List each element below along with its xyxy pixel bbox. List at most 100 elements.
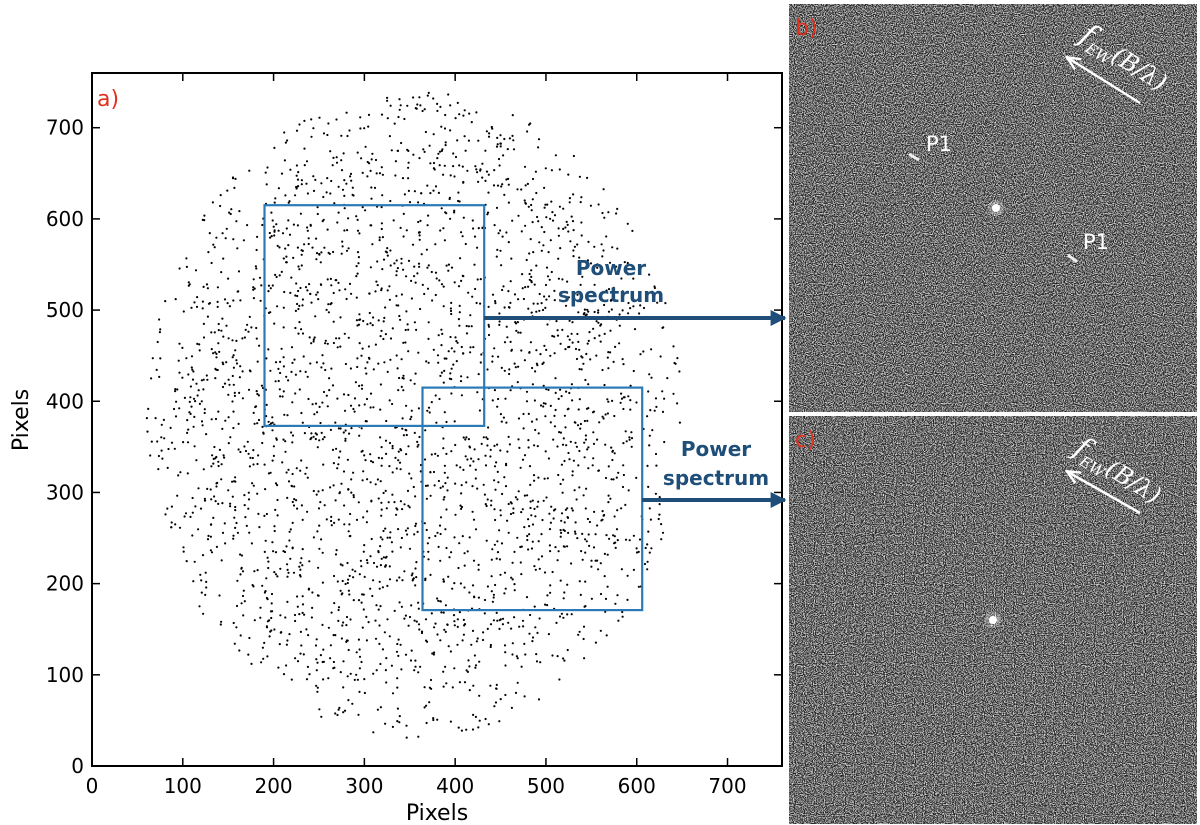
scatter-point xyxy=(220,559,223,562)
scatter-point xyxy=(347,393,350,397)
scatter-point xyxy=(192,370,195,373)
x-tick-label: 700 xyxy=(708,774,746,798)
scatter-point xyxy=(300,179,303,182)
scatter-point xyxy=(473,595,476,598)
scatter-point xyxy=(341,624,344,627)
scatter-point xyxy=(612,534,615,537)
scatter-point xyxy=(370,499,373,502)
scatter-point xyxy=(285,545,288,548)
scatter-point xyxy=(498,720,501,723)
scatter-point xyxy=(623,261,626,264)
scatter-point xyxy=(617,471,620,474)
scatter-point xyxy=(450,450,453,453)
scatter-point xyxy=(404,614,407,617)
scatter-point xyxy=(467,659,470,662)
scatter-point xyxy=(540,302,543,305)
y-tick-label: 500 xyxy=(46,298,84,322)
scatter-point xyxy=(504,587,507,590)
annotation-1-line1: Power xyxy=(576,256,646,280)
scatter-point xyxy=(403,617,406,620)
scatter-point xyxy=(305,628,308,631)
scatter-point xyxy=(201,424,204,427)
scatter-point xyxy=(361,171,364,174)
scatter-point xyxy=(509,389,512,392)
scatter-point xyxy=(584,378,587,382)
scatter-point xyxy=(468,536,471,539)
scatter-point xyxy=(405,724,408,727)
scatter-point xyxy=(546,323,549,326)
scatter-point xyxy=(341,240,344,243)
scatter-point xyxy=(436,109,439,112)
scatter-point xyxy=(289,528,292,531)
scatter-point xyxy=(273,234,276,237)
scatter-point xyxy=(379,536,382,539)
scatter-point xyxy=(322,648,325,651)
scatter-point xyxy=(218,448,221,451)
scatter-point xyxy=(395,579,398,582)
scatter-point xyxy=(461,165,464,168)
scatter-point xyxy=(312,127,315,130)
scatter-point xyxy=(420,630,424,633)
scatter-point xyxy=(269,610,273,613)
scatter-point xyxy=(607,400,610,403)
scatter-point xyxy=(300,253,303,256)
scatter-point xyxy=(390,541,393,544)
scatter-point xyxy=(516,657,519,660)
scatter-point xyxy=(608,261,612,264)
scatter-point xyxy=(240,554,243,557)
scatter-point xyxy=(521,273,524,276)
scatter-point xyxy=(212,243,215,246)
scatter-point xyxy=(250,326,253,329)
scatter-point xyxy=(219,623,222,626)
scatter-point xyxy=(164,300,167,303)
scatter-point xyxy=(228,211,231,214)
scatter-point xyxy=(398,576,401,579)
scatter-point xyxy=(256,392,259,396)
scatter-point xyxy=(401,177,405,180)
scatter-point xyxy=(524,653,527,656)
scatter-point xyxy=(350,478,353,481)
scatter-point xyxy=(546,604,549,607)
scatter-point xyxy=(458,304,461,307)
scatter-point xyxy=(570,562,573,565)
scatter-point xyxy=(346,458,349,461)
scatter-point xyxy=(317,566,320,569)
scatter-point xyxy=(569,240,572,243)
scatter-point xyxy=(358,404,361,407)
scatter-point xyxy=(444,113,447,117)
scatter-point xyxy=(342,621,345,624)
scatter-point xyxy=(363,127,366,130)
scatter-point xyxy=(396,267,399,270)
scatter-point xyxy=(403,117,406,121)
scatter-point xyxy=(320,538,323,541)
scatter-point xyxy=(512,511,515,515)
scatter-point xyxy=(371,152,374,155)
scatter-point xyxy=(477,373,480,376)
scatter-point xyxy=(309,292,312,296)
scatter-point xyxy=(357,262,360,265)
scatter-point xyxy=(546,275,550,278)
peak-p1-label-1: P1 xyxy=(926,132,952,156)
scatter-point xyxy=(452,614,456,617)
scatter-point xyxy=(587,383,590,386)
scatter-point xyxy=(362,516,365,519)
scatter-point xyxy=(584,538,587,541)
scatter-point xyxy=(316,446,319,449)
scatter-point xyxy=(418,628,421,631)
scatter-point xyxy=(289,557,292,560)
scatter-point xyxy=(378,587,381,590)
scatter-point xyxy=(593,283,596,286)
scatter-point xyxy=(288,633,291,636)
scatter-point xyxy=(231,339,234,342)
scatter-point xyxy=(577,464,580,467)
scatter-point xyxy=(425,639,428,642)
scatter-point xyxy=(553,214,557,217)
scatter-point xyxy=(443,357,446,360)
scatter-point xyxy=(498,529,501,532)
scatter-point xyxy=(304,370,307,373)
scatter-point xyxy=(588,544,591,548)
scatter-point xyxy=(294,194,297,197)
scatter-point xyxy=(504,651,507,654)
y-tick-label: 100 xyxy=(46,663,84,687)
scatter-point xyxy=(252,463,255,466)
